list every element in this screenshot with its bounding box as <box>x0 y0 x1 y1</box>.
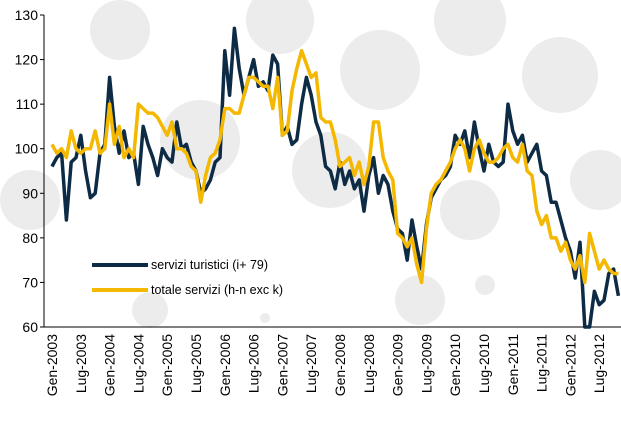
x-tick-label: Lug-2012 <box>591 334 607 393</box>
x-tick-label: Lug-2008 <box>361 334 377 393</box>
x-tick-label: Lug-2007 <box>303 334 319 393</box>
x-tick-label: Gen-2005 <box>159 334 175 396</box>
x-tick-label: Gen-2011 <box>505 334 521 395</box>
x-tick-label: Lug-2011 <box>534 334 550 392</box>
series-line <box>50 48 619 285</box>
x-tick-label: Gen-2003 <box>44 334 60 396</box>
legend-label: servizi turistici (i+ 79) <box>151 258 268 272</box>
x-tick-label: Lug-2004 <box>130 334 146 393</box>
x-tick-label: Gen-2008 <box>332 334 348 396</box>
x-tick-label: Lug-2010 <box>476 334 492 393</box>
legend-label: totale servizi (h-n exc k) <box>151 283 283 297</box>
y-tick-label: 120 <box>15 52 39 68</box>
y-tick-label: 80 <box>22 230 38 246</box>
y-tick-label: 130 <box>15 7 39 23</box>
x-tick-label: Gen-2004 <box>102 334 118 396</box>
x-tick-label: Gen-2009 <box>390 334 406 396</box>
x-tick-label: Gen-2010 <box>447 334 463 396</box>
x-tick-label: Gen-2012 <box>562 334 578 396</box>
x-tick-label: Lug-2005 <box>188 334 204 393</box>
y-tick-label: 110 <box>16 96 39 112</box>
y-tick-label: 100 <box>15 141 39 157</box>
y-tick-label: 70 <box>22 274 38 290</box>
y-tick-label: 90 <box>22 185 38 201</box>
x-tick-label: Gen-2007 <box>274 334 290 396</box>
x-tick-label: Lug-2009 <box>418 334 434 393</box>
x-tick-label: Gen-2006 <box>217 334 233 396</box>
background-decor <box>0 0 621 328</box>
x-tick-label: Lug-2006 <box>246 334 262 393</box>
y-tick-label: 60 <box>22 319 38 335</box>
x-tick-label: Lug-2003 <box>73 334 89 393</box>
